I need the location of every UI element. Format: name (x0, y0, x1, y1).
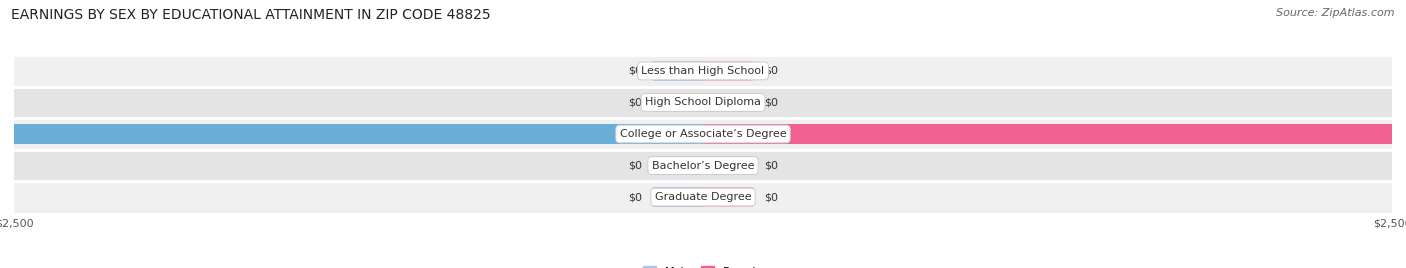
Text: Source: ZipAtlas.com: Source: ZipAtlas.com (1277, 8, 1395, 18)
Bar (703, 93, 752, 112)
Text: $0: $0 (628, 192, 643, 202)
Bar (703, 156, 752, 175)
Bar (654, 93, 703, 112)
Bar (703, 187, 752, 207)
Text: $0: $0 (763, 192, 778, 202)
Bar (14, 150, 1392, 181)
Bar (654, 156, 703, 175)
Bar (654, 61, 703, 81)
Text: EARNINGS BY SEX BY EDUCATIONAL ATTAINMENT IN ZIP CODE 48825: EARNINGS BY SEX BY EDUCATIONAL ATTAINMEN… (11, 8, 491, 22)
Text: $0: $0 (763, 98, 778, 107)
Text: Graduate Degree: Graduate Degree (655, 192, 751, 202)
Bar (654, 187, 703, 207)
Text: $0: $0 (628, 66, 643, 76)
Bar (14, 87, 1392, 118)
Bar (703, 124, 1392, 144)
Bar (14, 181, 1392, 213)
Bar (14, 124, 703, 144)
Text: $0: $0 (763, 66, 778, 76)
Text: Less than High School: Less than High School (641, 66, 765, 76)
Text: Bachelor’s Degree: Bachelor’s Degree (652, 161, 754, 170)
Text: College or Associate’s Degree: College or Associate’s Degree (620, 129, 786, 139)
Text: $0: $0 (628, 98, 643, 107)
Bar (703, 61, 752, 81)
Legend: Male, Female: Male, Female (638, 262, 768, 268)
Text: High School Diploma: High School Diploma (645, 98, 761, 107)
Text: $0: $0 (763, 161, 778, 170)
Bar (14, 118, 1392, 150)
Bar (14, 55, 1392, 87)
Text: $0: $0 (628, 161, 643, 170)
